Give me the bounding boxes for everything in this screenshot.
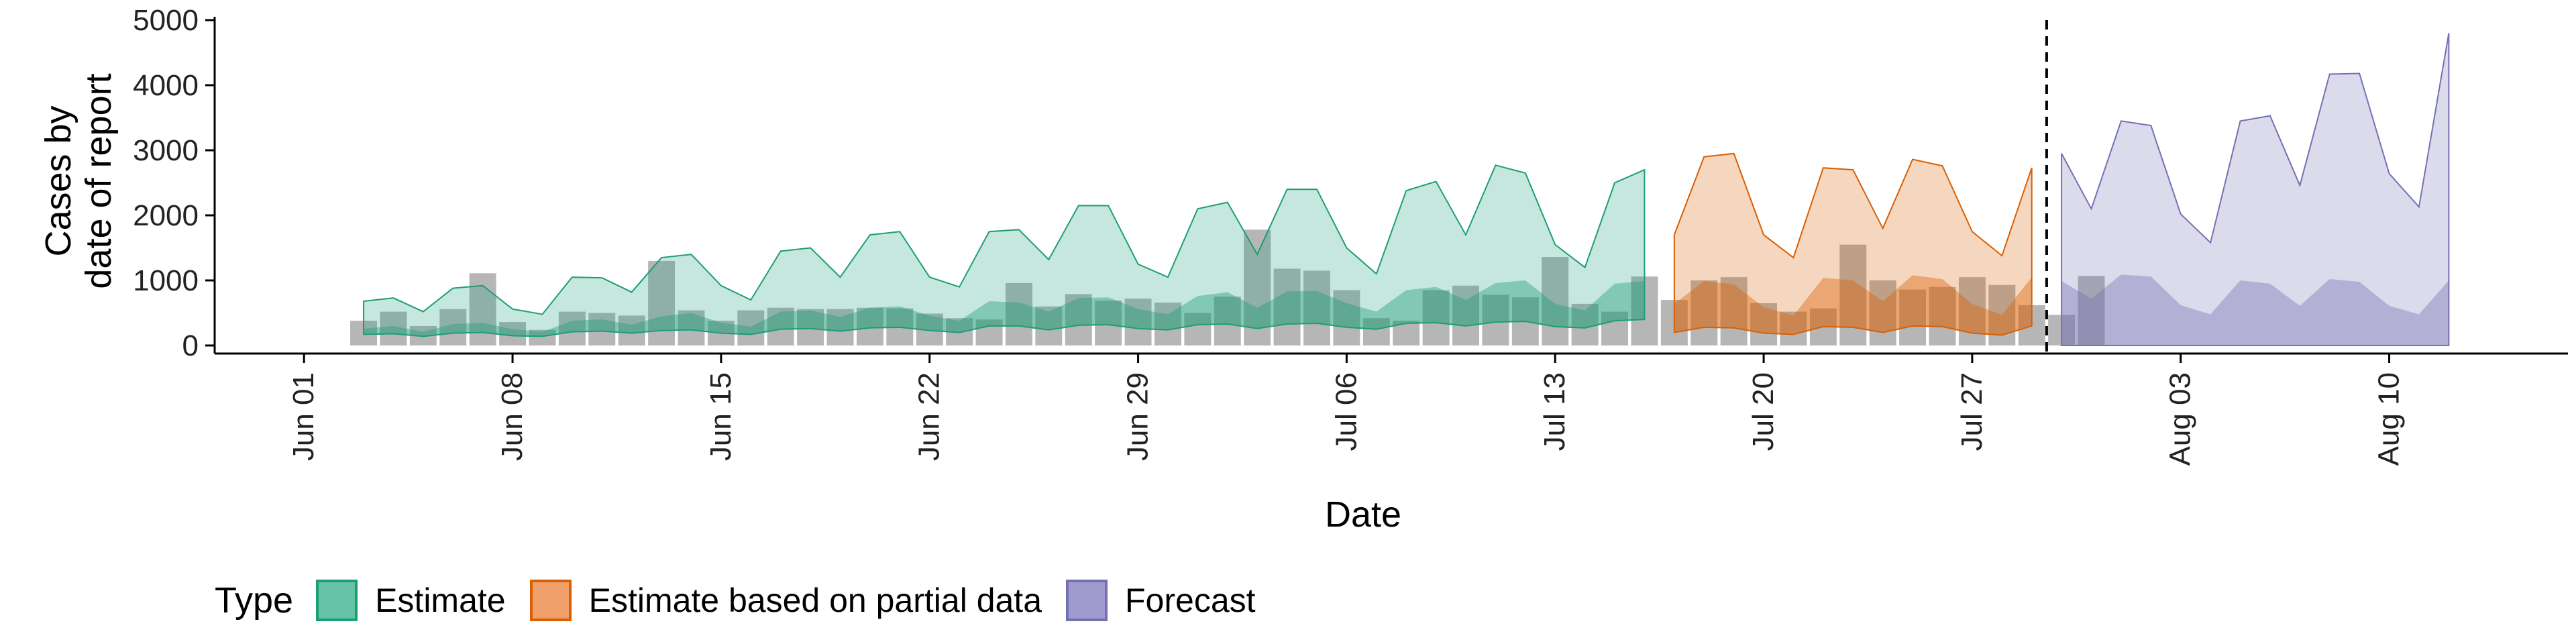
y-tick-label: 3000 bbox=[133, 134, 199, 167]
observed-bar bbox=[380, 311, 407, 345]
observed-bar bbox=[797, 309, 824, 345]
x-tick-label: Jun 08 bbox=[496, 372, 529, 461]
y-axis-label-line-1: Cases by bbox=[38, 105, 78, 256]
observed-bar bbox=[529, 329, 556, 345]
observed-bar bbox=[1124, 299, 1152, 345]
observed-bar bbox=[618, 315, 645, 345]
observed-bar bbox=[588, 313, 616, 345]
chart-plot: 0 1000 2000 3000 4000 5000 Jun 01 Jun 08 Jun 15 J… bbox=[38, 4, 2568, 535]
x-tick-label: Jun 01 bbox=[287, 372, 320, 461]
observed-bar bbox=[1035, 306, 1063, 345]
observed-bar bbox=[1184, 313, 1212, 345]
observed-bar bbox=[558, 311, 586, 345]
observed-bar bbox=[826, 309, 854, 345]
observed-bar bbox=[1929, 286, 1956, 345]
legend-label-partial: Estimate based on partial data bbox=[588, 582, 1042, 619]
y-tick-label: 1000 bbox=[133, 264, 199, 297]
x-tick-label: Jul 27 bbox=[1955, 372, 1988, 451]
legend-title: Type bbox=[215, 580, 294, 621]
legend-label-estimate: Estimate bbox=[375, 582, 506, 619]
x-tick-label: Aug 03 bbox=[2164, 372, 2197, 466]
x-tick-label: Jul 20 bbox=[1747, 372, 1780, 451]
observed-bar bbox=[1005, 282, 1032, 345]
observed-bar bbox=[1601, 311, 1629, 345]
observed-bar bbox=[1482, 294, 1509, 345]
observed-bar bbox=[1869, 280, 1896, 345]
observed-bar bbox=[1899, 289, 1927, 345]
estimate-based-on-partial-data-ribbon-50 bbox=[1674, 275, 2032, 335]
observed-bar bbox=[1690, 280, 1718, 345]
observed-bar bbox=[1333, 290, 1360, 345]
observed-bar bbox=[1244, 229, 1271, 345]
forecast-ribbon-50 bbox=[2061, 274, 2449, 345]
observed-bar bbox=[439, 309, 467, 345]
observed-bar bbox=[856, 307, 883, 345]
observed-bar bbox=[1422, 290, 1450, 345]
estimate-ribbon-50 bbox=[364, 280, 1645, 337]
legend-item-forecast: Forecast bbox=[1066, 580, 1256, 621]
observed-bar bbox=[1452, 285, 1479, 345]
legend-item-partial: Estimate based on partial data bbox=[529, 580, 1042, 621]
x-tick-label: Aug 10 bbox=[2373, 372, 2406, 466]
observed-bar bbox=[1154, 302, 1181, 345]
observed-bar bbox=[1542, 257, 1569, 345]
observed-bar bbox=[1065, 294, 1092, 345]
observed-bar bbox=[1780, 311, 1807, 345]
observed-bar bbox=[1095, 301, 1122, 345]
x-axis-label: Date bbox=[1325, 494, 1401, 535]
y-tick-label: 5000 bbox=[133, 4, 199, 37]
observed-bar bbox=[1303, 270, 1330, 345]
observed-bar bbox=[678, 310, 705, 345]
legend-swatch-forecast bbox=[1066, 580, 1108, 621]
x-tick-label: Jun 15 bbox=[704, 372, 737, 461]
observed-bar bbox=[1362, 318, 1390, 345]
x-tick-label: Jul 13 bbox=[1538, 372, 1571, 451]
observed-bar bbox=[1214, 297, 1241, 345]
observed-bar bbox=[975, 319, 1003, 345]
x-tick-label: Jun 29 bbox=[1122, 372, 1155, 461]
legend: Type Estimate Estimate based on partial … bbox=[215, 577, 1280, 624]
legend-swatch-estimate bbox=[316, 580, 358, 621]
estimate-ribbon-90 bbox=[363, 164, 1646, 337]
observed-bar bbox=[1571, 303, 1599, 345]
observed-bar bbox=[1273, 268, 1301, 345]
observed-bar bbox=[2078, 276, 2105, 345]
legend-label-forecast: Forecast bbox=[1125, 582, 1256, 619]
y-axis-label: Cases by date of report bbox=[38, 73, 119, 288]
observed-bar bbox=[1720, 277, 1748, 345]
legend-swatch-partial bbox=[529, 580, 572, 621]
y-tick-label: 2000 bbox=[133, 199, 199, 232]
observed-bar bbox=[1750, 303, 1778, 345]
x-tick-label: Jun 22 bbox=[913, 372, 946, 461]
y-tick-label: 0 bbox=[182, 329, 199, 362]
x-tick-label: Jul 06 bbox=[1330, 372, 1362, 451]
estimate-based-on-partial-data-ribbon-90 bbox=[1673, 152, 2033, 336]
estimate-ribbons bbox=[363, 33, 2450, 346]
forecast-ribbon-90 bbox=[2061, 33, 2450, 346]
y-tick-label: 4000 bbox=[133, 69, 199, 102]
legend-item-estimate: Estimate bbox=[316, 580, 506, 621]
observed-bar bbox=[499, 322, 527, 345]
observed-bar bbox=[737, 310, 765, 345]
axes: 0 1000 2000 3000 4000 5000 Jun 01 Jun 08 Jun 15 J… bbox=[133, 4, 2568, 466]
y-axis-label-line-2: date of report bbox=[78, 73, 119, 288]
observed-bar bbox=[767, 307, 794, 345]
observed-bars bbox=[350, 229, 2105, 345]
